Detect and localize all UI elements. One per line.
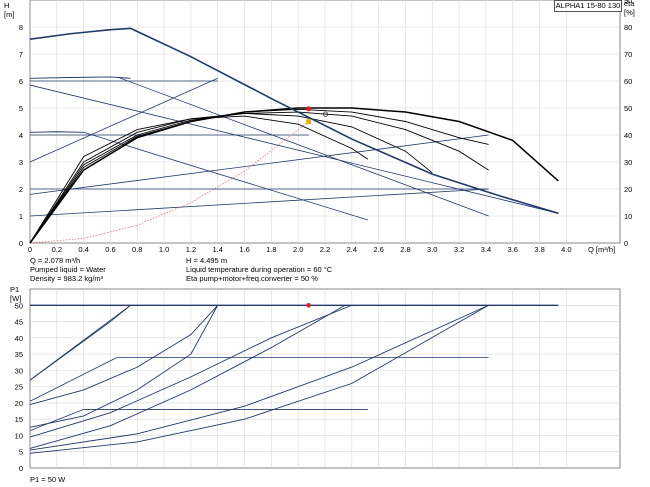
qh-x-tick-label: 0.8 bbox=[132, 245, 142, 254]
qh-x-tick-label: 1.4 bbox=[213, 245, 223, 254]
info-temperature: Liquid temperature during operation = 60… bbox=[186, 265, 333, 274]
p1-duty-point bbox=[306, 302, 311, 308]
qh-curve bbox=[29, 27, 559, 215]
qh-x-tick-label: 3.0 bbox=[427, 245, 437, 254]
qh-y2-tick-label: 50 bbox=[624, 104, 632, 113]
p1-curve bbox=[29, 304, 489, 451]
qh-y-tick-label: 1 bbox=[19, 212, 23, 221]
qh-x-tick-label: 3.2 bbox=[454, 245, 464, 254]
qh-x-tick-label: 0.4 bbox=[78, 245, 88, 254]
p1-curve bbox=[29, 304, 219, 405]
qh-x-tick-label: 1.2 bbox=[186, 245, 196, 254]
qh-y2-tick-label: 40 bbox=[624, 131, 632, 140]
p1-y-tick-label: 10 bbox=[15, 431, 23, 440]
qh-y-tick-label: 0 bbox=[19, 239, 23, 248]
system-curve bbox=[29, 121, 309, 244]
p1-y-tick-label: 0 bbox=[19, 464, 23, 473]
efficiency-curve bbox=[29, 107, 559, 244]
duty-point bbox=[306, 106, 312, 112]
qh-y2-axis-label: [%] bbox=[624, 8, 635, 17]
qh-limit-line bbox=[29, 77, 218, 163]
qh-x-tick-label: 3.8 bbox=[534, 245, 544, 254]
info-power: P1 = 50 W bbox=[30, 475, 66, 484]
qh-x-tick-label: 3.4 bbox=[481, 245, 491, 254]
p1-y-tick-label: 45 bbox=[15, 318, 23, 327]
qh-x-tick-label: 3.6 bbox=[508, 245, 518, 254]
qh-curve bbox=[29, 76, 131, 79]
efficiency-curve bbox=[29, 108, 489, 244]
p1-y-tick-label: 20 bbox=[15, 399, 23, 408]
qh-y-tick-label: 2 bbox=[19, 185, 23, 194]
qh-limit-line bbox=[29, 84, 559, 214]
pump-title: ALPHA1 15-80 130 bbox=[554, 0, 622, 12]
p1-limit-line bbox=[29, 356, 118, 402]
qh-x-tick-label: 1.0 bbox=[159, 245, 169, 254]
info-head: H = 4.495 m bbox=[186, 256, 228, 265]
qh-y2-tick-label: 20 bbox=[624, 185, 632, 194]
qh-y-tick-label: 3 bbox=[19, 158, 23, 167]
p1-curve bbox=[29, 305, 219, 428]
p1-y-tick-label: 30 bbox=[15, 366, 23, 375]
qh-x-tick-label: 0 bbox=[28, 245, 32, 254]
p1-y-axis-label: [W] bbox=[10, 294, 21, 303]
qh-y2-tick-label: 60 bbox=[624, 77, 632, 86]
p1-panel: 0 5 10 15 20 25 30 35 40 45 50 P1[W] bbox=[10, 285, 621, 473]
qh-curve bbox=[29, 131, 84, 133]
qh-y2-tick-label: 10 bbox=[624, 212, 632, 221]
qh-limit-line bbox=[29, 134, 489, 195]
efficiency-point bbox=[306, 119, 312, 125]
qh-y2-tick-label: 30 bbox=[624, 158, 632, 167]
qh-x-axis-label: Q [m³/h] bbox=[588, 245, 615, 254]
qh-limit-line bbox=[29, 188, 489, 217]
qh-x-tick-label: 0.2 bbox=[52, 245, 62, 254]
p1-y-tick-label: 40 bbox=[15, 334, 23, 343]
qh-y-tick-label: 7 bbox=[19, 50, 23, 59]
p1-y-tick-label: 50 bbox=[15, 301, 23, 310]
efficiency-curve bbox=[29, 115, 369, 244]
info-flow: Q = 2.078 m³/h bbox=[30, 256, 81, 265]
qh-x-tick-label: 2.4 bbox=[347, 245, 357, 254]
qh-x-tick-label: 2.6 bbox=[373, 245, 383, 254]
p1-curve bbox=[29, 304, 131, 381]
qh-y-tick-label: 8 bbox=[19, 23, 23, 32]
qh-x-tick-label: 4.0 bbox=[561, 245, 571, 254]
qh-y-axis-label: H bbox=[4, 1, 9, 10]
qh-y2-tick-label: 70 bbox=[624, 50, 632, 59]
qh-y2-tick-label: 80 bbox=[624, 23, 632, 32]
qh-x-tick-label: 0.6 bbox=[105, 245, 115, 254]
qh-x-tick-label: 1.8 bbox=[266, 245, 276, 254]
qh-limit-line bbox=[117, 76, 489, 217]
p1-curve bbox=[29, 304, 352, 438]
qh-y2-tick-label: 90 bbox=[624, 0, 632, 5]
qh-y-tick-label: 5 bbox=[19, 104, 23, 113]
qh-limit-line bbox=[83, 131, 369, 221]
info-liquid: Pumped liquid = Water bbox=[30, 265, 106, 274]
p1-limit-line bbox=[29, 409, 84, 431]
p1-y-axis-label: P1 bbox=[10, 285, 19, 294]
qh-y2-axis-label: eta bbox=[624, 0, 635, 8]
qh-y2-tick-label: 0 bbox=[624, 239, 628, 248]
qh-x-tick-label: 2.8 bbox=[400, 245, 410, 254]
qh-y-tick-label: 6 bbox=[19, 77, 23, 86]
info-efficiency: Eta pump+motor+freq.converter = 50 % bbox=[186, 274, 318, 283]
info-density: Density = 983.2 kg/m³ bbox=[30, 274, 104, 283]
p1-y-tick-label: 35 bbox=[15, 350, 23, 359]
p1-y-tick-label: 25 bbox=[15, 383, 23, 392]
qh-panel: 0 0.2 0.4 0.6 0.8 1.0 1.2 1.4 1.6 1.8 2.0 2.2 2.4 2.6… bbox=[4, 0, 635, 254]
p1-y-tick-label: 5 bbox=[19, 448, 23, 457]
duty-point-marker-label: ⊖ bbox=[322, 109, 328, 118]
qh-x-tick-label: 2.2 bbox=[320, 245, 330, 254]
qh-x-tick-label: 2.0 bbox=[293, 245, 303, 254]
efficiency-curve bbox=[29, 111, 489, 244]
qh-x-tick-label: 1.6 bbox=[239, 245, 249, 254]
qh-y-tick-label: 4 bbox=[19, 131, 23, 140]
p1-curve bbox=[29, 304, 346, 449]
p1-y-tick-label: 15 bbox=[15, 415, 23, 424]
efficiency-curve bbox=[29, 112, 433, 244]
qh-y-axis-label: [m] bbox=[4, 10, 14, 19]
p1-curve bbox=[29, 304, 489, 454]
